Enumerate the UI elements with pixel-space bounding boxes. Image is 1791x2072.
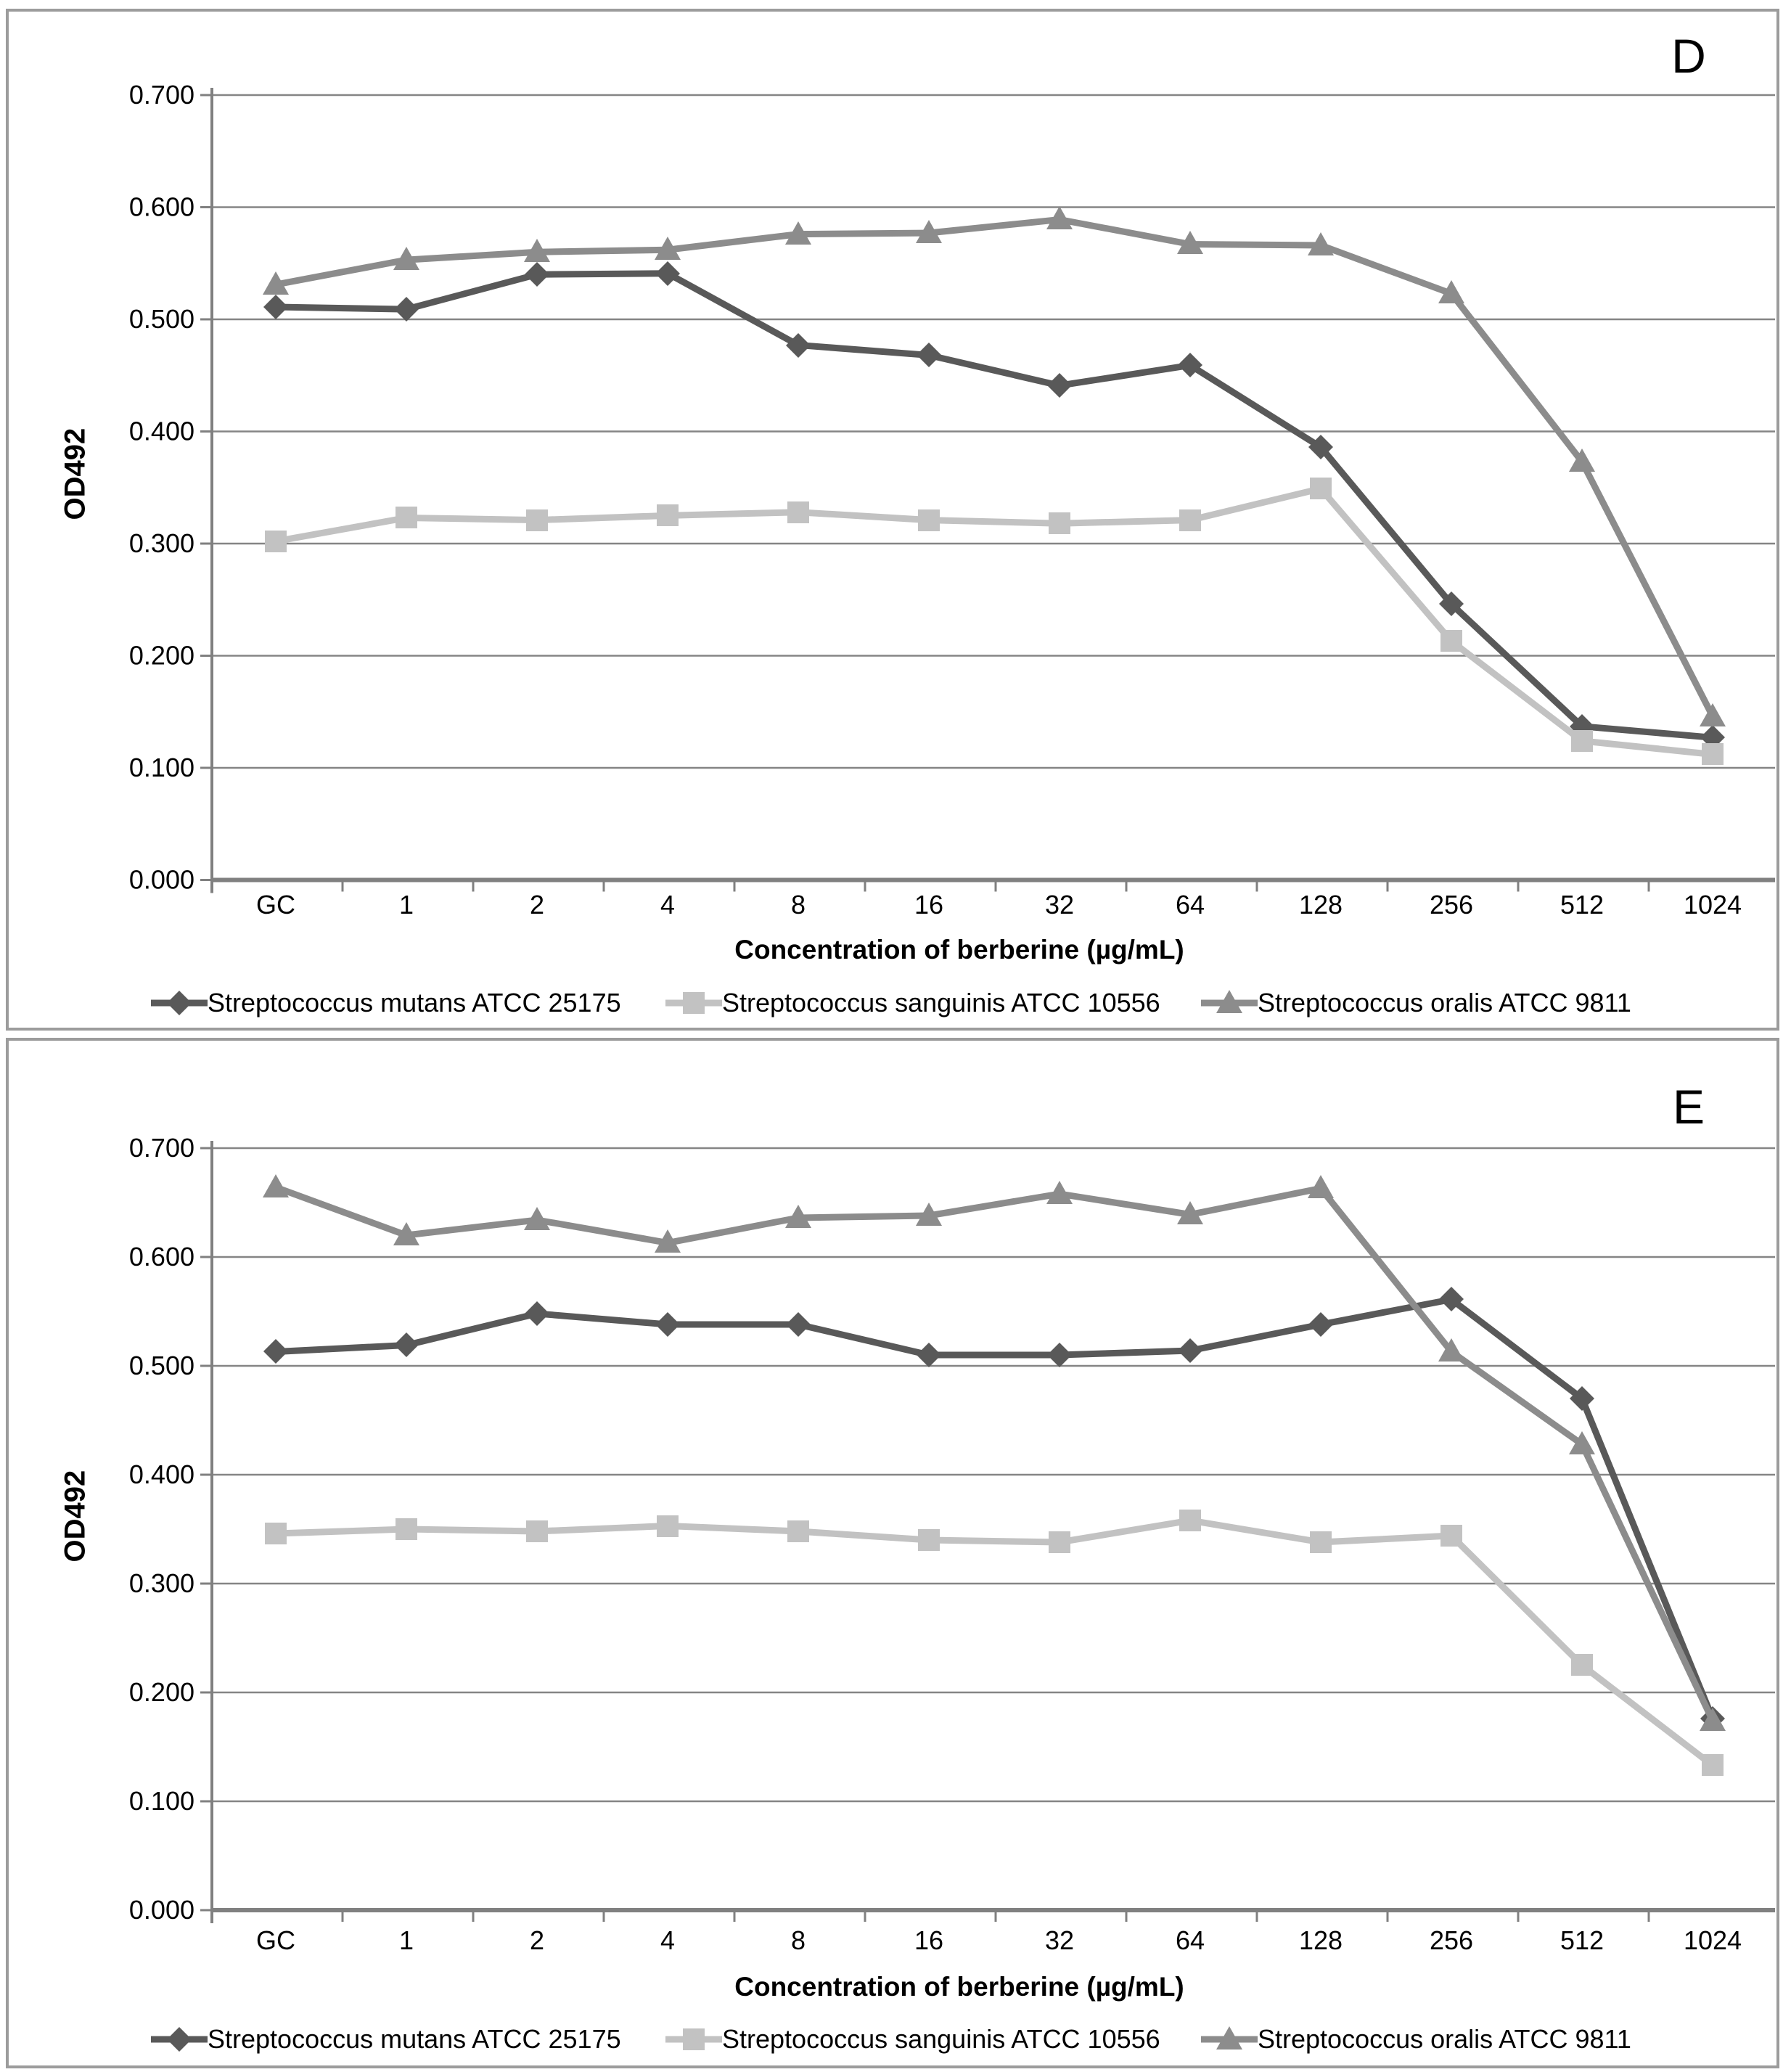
chart-panel-e: 0.000 0.100 0.200 0.300 0.400 0.500 0.600 0.700…: [6, 1038, 1779, 2068]
y-tick-label: 0.300: [129, 1568, 194, 1598]
y-axis-title-e: OD492: [59, 1470, 91, 1563]
series-line-2: [275, 216, 1716, 718]
gridlines: [200, 94, 1775, 881]
x-tick-label: 1: [399, 890, 414, 920]
x-tick-marks: [210, 1910, 1650, 1922]
legend-item: Streptococcus sanguinis ATCC 10556: [665, 986, 1160, 1020]
x-tick-labels: GC 1 2 4 8 16 32 64 128 256 512 1024: [256, 1925, 1742, 1955]
y-tick-label: 0.200: [129, 641, 194, 671]
legend-label: Streptococcus oralis ATCC 9811: [1258, 2024, 1631, 2054]
legend-label: Streptococcus sanguinis ATCC 10556: [722, 2024, 1160, 2054]
x-axis-title-e: Concentration of berberine (µg/mL): [734, 1972, 1184, 2002]
x-tick-label: 4: [660, 1925, 675, 1955]
legend-item: Streptococcus mutans ATCC 25175: [151, 986, 621, 1020]
x-tick-label: GC: [256, 890, 295, 920]
y-tick-label: 0.200: [129, 1677, 194, 1707]
x-tick-label: 512: [1560, 890, 1604, 920]
legend-e: Streptococcus mutans ATCC 25175 Streptoco…: [9, 2022, 1776, 2057]
x-tick-label: 32: [1045, 890, 1074, 920]
x-tick-label: 1024: [1684, 890, 1742, 920]
x-tick-label: 1: [399, 1925, 414, 1955]
y-tick-labels: 0.000 0.100 0.200 0.300 0.400 0.500 0.600 0.700: [129, 1133, 194, 1925]
x-tick-label: 32: [1045, 1925, 1074, 1955]
diamond-legend-marker-icon: [151, 2027, 208, 2052]
x-tick-label: 512: [1560, 1925, 1604, 1955]
x-tick-label: 1024: [1684, 1925, 1742, 1955]
square-legend-marker-icon: [665, 2028, 722, 2050]
x-tick-label: 2: [530, 890, 544, 920]
y-tick-label: 0.700: [129, 80, 194, 110]
x-tick-label: 8: [791, 1925, 806, 1955]
y-tick-label: 0.500: [129, 304, 194, 334]
y-tick-label: 0.000: [129, 1895, 194, 1925]
x-tick-marks: [210, 880, 1650, 892]
legend-item: Streptococcus sanguinis ATCC 10556: [665, 2022, 1160, 2057]
legend-item: Streptococcus oralis ATCC 9811: [1201, 986, 1631, 1020]
chart-svg-d: 0.000 0.100 0.200 0.300 0.400 0.500 0.600 0.700…: [129, 80, 1775, 920]
series-line-0: [275, 270, 1713, 741]
chart-panel-d: 0.000 0.100 0.200 0.300 0.400 0.500 0.600 0.700…: [6, 9, 1779, 1031]
x-tick-label: 16: [914, 1925, 943, 1955]
legend-d: Streptococcus mutans ATCC 25175 Streptoco…: [9, 986, 1776, 1020]
y-tick-label: 0.000: [129, 865, 194, 895]
y-tick-label: 0.400: [129, 1459, 194, 1489]
y-tick-label: 0.600: [129, 1242, 194, 1272]
legend-item: Streptococcus mutans ATCC 25175: [151, 2022, 621, 2057]
series-line-0: [275, 1295, 1716, 1720]
x-tick-label: 256: [1430, 890, 1473, 920]
x-tick-label: 2: [530, 1925, 544, 1955]
x-axis-title-d: Concentration of berberine (µg/mL): [734, 935, 1184, 965]
panel-letter-d: D: [1671, 29, 1706, 83]
series-line-2: [274, 1184, 1716, 1722]
square-legend-marker-icon: [665, 992, 722, 1014]
y-tick-labels: 0.000 0.100 0.200 0.300 0.400 0.500 0.600 0.700: [129, 80, 194, 895]
legend-label: Streptococcus mutans ATCC 25175: [208, 2024, 621, 2054]
series-line-1: [275, 485, 1713, 758]
y-tick-label: 0.100: [129, 753, 194, 782]
y-axis-title-d: OD492: [59, 427, 91, 520]
x-tick-label: 8: [791, 890, 806, 920]
y-tick-label: 0.300: [129, 528, 194, 558]
gridlines: [200, 1147, 1775, 1912]
series-markers-1: [265, 1510, 1724, 1776]
x-tick-label: GC: [256, 1925, 295, 1955]
y-tick-label: 0.100: [129, 1786, 194, 1816]
legend-label: Streptococcus mutans ATCC 25175: [208, 988, 621, 1017]
y-tick-label: 0.400: [129, 417, 194, 446]
chart-svg-e: 0.000 0.100 0.200 0.300 0.400 0.500 0.600 0.700…: [129, 1133, 1775, 1955]
legend-label: Streptococcus oralis ATCC 9811: [1258, 988, 1631, 1017]
x-tick-label: 128: [1299, 1925, 1343, 1955]
series-markers-2: [263, 1174, 1726, 1731]
x-tick-label: 16: [914, 890, 943, 920]
y-tick-label: 0.500: [129, 1351, 194, 1380]
y-tick-label: 0.600: [129, 192, 194, 222]
x-tick-label: 64: [1176, 890, 1205, 920]
series-markers-0: [263, 261, 1725, 750]
triangle-legend-marker-icon: [1201, 990, 1258, 1013]
series-line-1: [275, 1517, 1715, 1769]
x-tick-label: 128: [1299, 890, 1343, 920]
y-tick-label: 0.700: [129, 1133, 194, 1163]
x-tick-label: 256: [1430, 1925, 1473, 1955]
x-tick-labels: GC 1 2 4 8 16 32 64 128 256 512 1024: [256, 890, 1742, 920]
x-tick-label: 64: [1176, 1925, 1205, 1955]
x-tick-label: 4: [660, 890, 675, 920]
series-markers-2: [263, 206, 1726, 726]
triangle-legend-marker-icon: [1201, 2026, 1258, 2050]
legend-item: Streptococcus oralis ATCC 9811: [1201, 2022, 1631, 2057]
diamond-legend-marker-icon: [151, 991, 208, 1015]
series-markers-1: [265, 478, 1724, 765]
panel-letter-e: E: [1672, 1080, 1705, 1134]
legend-label: Streptococcus sanguinis ATCC 10556: [722, 988, 1160, 1017]
